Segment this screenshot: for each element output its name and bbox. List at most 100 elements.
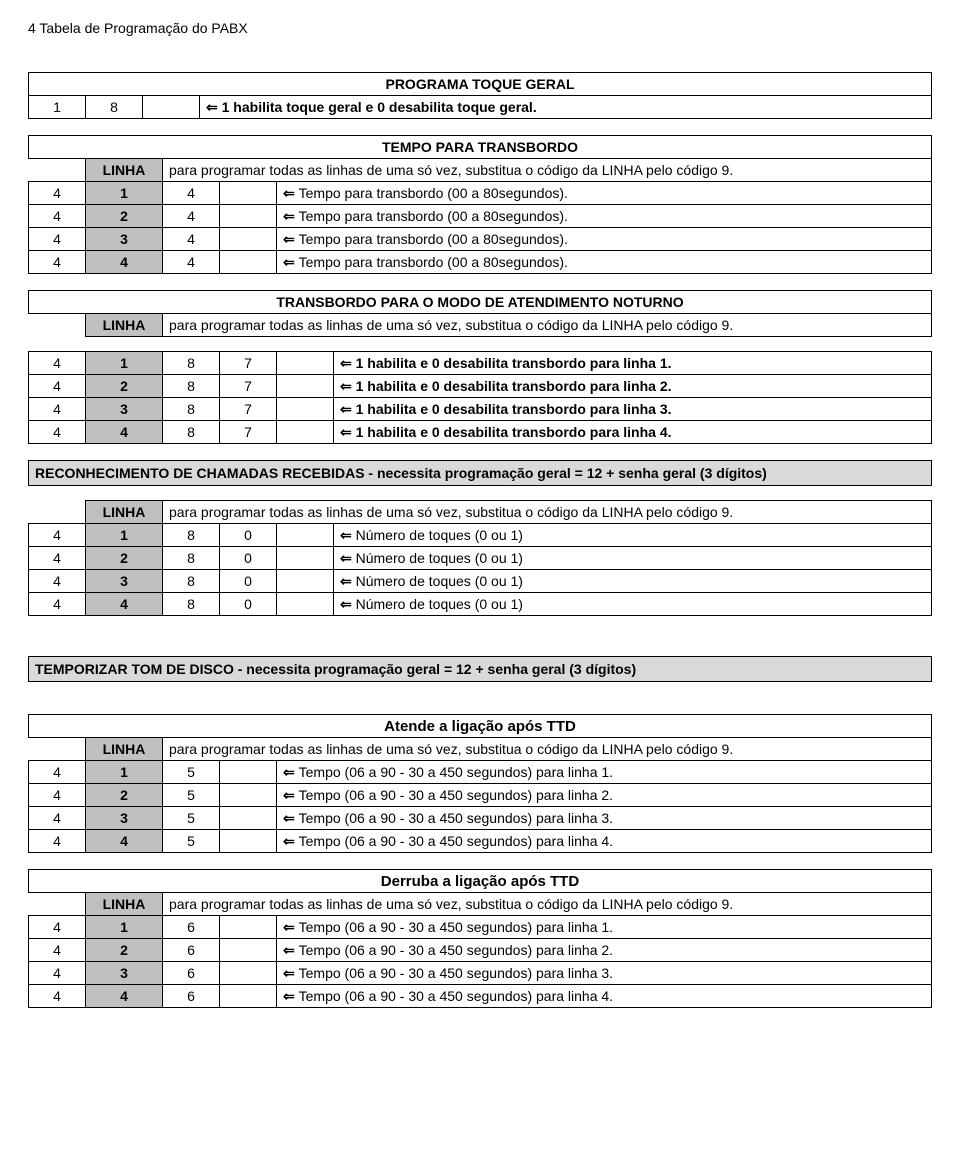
table-title: PROGRAMA TOQUE GERAL [29, 73, 932, 96]
cell [220, 761, 277, 784]
table-title: TRANSBORDO PARA O MODO DE ATENDIMENTO NO… [29, 291, 932, 314]
cell: 2 [86, 939, 163, 962]
cell: 8 [163, 398, 220, 421]
cell: 3 [86, 570, 163, 593]
cell [220, 205, 277, 228]
cell: 4 [29, 570, 86, 593]
linha-desc: para programar todas as linhas de uma só… [163, 501, 932, 524]
cell: 4 [86, 421, 163, 444]
cell-desc: Tempo (06 a 90 - 30 a 450 segundos) para… [277, 962, 932, 985]
cell [220, 251, 277, 274]
cell: 4 [29, 398, 86, 421]
table-title: TEMPO PARA TRANSBORDO [29, 136, 932, 159]
cell: 4 [29, 182, 86, 205]
spacer [29, 337, 932, 352]
cell: 4 [29, 761, 86, 784]
cell-desc: 1 habilita e 0 desabilita transbordo par… [334, 421, 932, 444]
section-reconhecimento: RECONHECIMENTO DE CHAMADAS RECEBIDAS - n… [28, 460, 932, 486]
table-transbordo-noturno: TRANSBORDO PARA O MODO DE ATENDIMENTO NO… [28, 290, 932, 444]
cell: 4 [29, 807, 86, 830]
cell-desc: Número de toques (0 ou 1) [334, 524, 932, 547]
cell-desc: Tempo para transbordo (00 a 80segundos). [277, 228, 932, 251]
cell: 6 [163, 939, 220, 962]
cell: 7 [220, 421, 277, 444]
table-atende-ttd: Atende a ligação após TTD LINHA para pro… [28, 714, 932, 853]
cell: 5 [163, 761, 220, 784]
cell: 2 [86, 205, 163, 228]
cell [220, 784, 277, 807]
cell: 8 [163, 352, 220, 375]
cell [277, 547, 334, 570]
cell-desc: Número de toques (0 ou 1) [334, 547, 932, 570]
table-programa-toque-geral: PROGRAMA TOQUE GERAL 1 8 1 habilita toqu… [28, 72, 932, 119]
cell: 4 [29, 939, 86, 962]
cell [220, 830, 277, 853]
linha-label: LINHA [86, 159, 163, 182]
table-title: Derruba a ligação após TTD [29, 870, 932, 893]
cell: 1 [86, 352, 163, 375]
cell: 7 [220, 398, 277, 421]
cell: 4 [29, 228, 86, 251]
cell: 4 [86, 985, 163, 1008]
cell: 8 [86, 96, 143, 119]
page-header: 4 Tabela de Programação do PABX [28, 20, 932, 36]
linha-label: LINHA [86, 738, 163, 761]
cell: 4 [163, 228, 220, 251]
cell [220, 939, 277, 962]
linha-label: LINHA [86, 314, 163, 337]
cell [277, 421, 334, 444]
cell: 6 [163, 962, 220, 985]
cell-desc: Tempo para transbordo (00 a 80segundos). [277, 251, 932, 274]
cell: 0 [220, 570, 277, 593]
cell [277, 524, 334, 547]
cell [143, 96, 200, 119]
cell [277, 593, 334, 616]
cell: 4 [86, 593, 163, 616]
cell: 4 [29, 593, 86, 616]
cell: 4 [29, 985, 86, 1008]
cell-desc: 1 habilita e 0 desabilita transbordo par… [334, 398, 932, 421]
cell: 3 [86, 807, 163, 830]
cell: 4 [29, 421, 86, 444]
linha-desc: para programar todas as linhas de uma só… [163, 314, 932, 337]
cell: 2 [86, 547, 163, 570]
cell-desc: Tempo (06 a 90 - 30 a 450 segundos) para… [277, 784, 932, 807]
cell: 0 [220, 593, 277, 616]
cell: 2 [86, 784, 163, 807]
cell: 4 [29, 916, 86, 939]
cell: 5 [163, 830, 220, 853]
cell [220, 807, 277, 830]
cell: 1 [86, 916, 163, 939]
cell-desc: 1 habilita e 0 desabilita transbordo par… [334, 352, 932, 375]
cell: 8 [163, 421, 220, 444]
cell: 3 [86, 398, 163, 421]
cell-desc: Tempo para transbordo (00 a 80segundos). [277, 182, 932, 205]
cell: 4 [29, 962, 86, 985]
cell-desc: Tempo (06 a 90 - 30 a 450 segundos) para… [277, 985, 932, 1008]
cell: 5 [163, 784, 220, 807]
cell [277, 352, 334, 375]
cell: 6 [163, 916, 220, 939]
linha-desc: para programar todas as linhas de uma só… [163, 893, 932, 916]
cell [220, 985, 277, 1008]
cell: 4 [163, 182, 220, 205]
cell: 5 [163, 807, 220, 830]
cell: 1 [29, 96, 86, 119]
cell: 7 [220, 352, 277, 375]
blank [29, 159, 86, 182]
cell: 8 [163, 375, 220, 398]
blank [29, 893, 86, 916]
cell: 4 [163, 205, 220, 228]
cell: 8 [163, 570, 220, 593]
cell: 2 [86, 375, 163, 398]
table-title: Atende a ligação após TTD [29, 715, 932, 738]
cell: 3 [86, 962, 163, 985]
cell: 6 [163, 985, 220, 1008]
cell: 1 [86, 524, 163, 547]
cell [220, 916, 277, 939]
linha-desc: para programar todas as linhas de uma só… [163, 159, 932, 182]
table-tempo-transbordo: TEMPO PARA TRANSBORDO LINHA para program… [28, 135, 932, 274]
cell: 4 [29, 524, 86, 547]
cell: 0 [220, 524, 277, 547]
cell: 4 [29, 251, 86, 274]
